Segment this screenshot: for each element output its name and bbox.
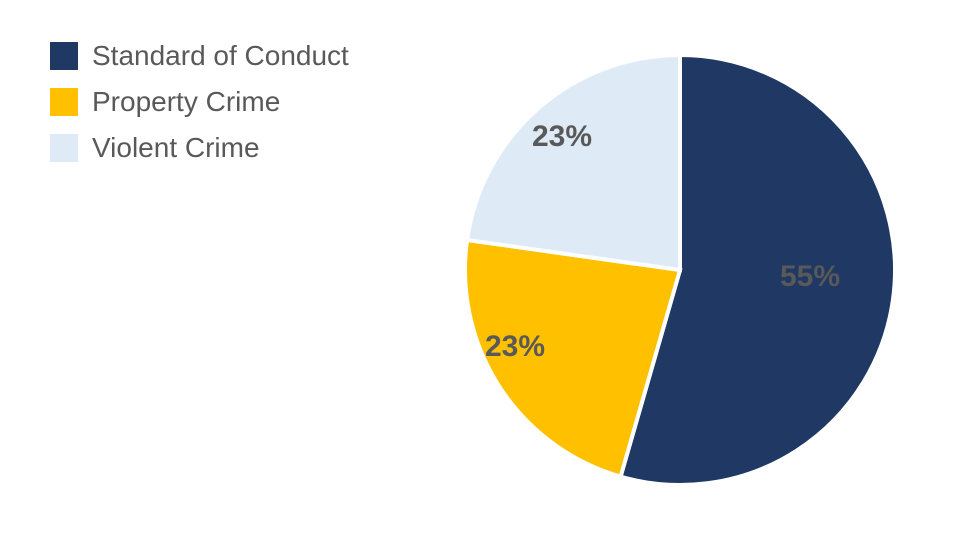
- legend-label: Standard of Conduct: [92, 40, 349, 72]
- slice-label: 23%: [485, 330, 545, 364]
- slice-label: 23%: [532, 120, 592, 154]
- legend-label: Property Crime: [92, 86, 280, 118]
- legend-swatch: [50, 88, 78, 116]
- legend-item: Violent Crime: [50, 132, 349, 164]
- pie-slice: [467, 55, 680, 270]
- legend-item: Standard of Conduct: [50, 40, 349, 72]
- pie-svg: [450, 40, 910, 500]
- legend-swatch: [50, 134, 78, 162]
- pie-chart: 55% 23% 23%: [450, 40, 910, 500]
- legend-item: Property Crime: [50, 86, 349, 118]
- slice-label: 55%: [780, 260, 840, 294]
- legend-label: Violent Crime: [92, 132, 260, 164]
- legend: Standard of Conduct Property Crime Violent…: [50, 40, 349, 178]
- legend-swatch: [50, 42, 78, 70]
